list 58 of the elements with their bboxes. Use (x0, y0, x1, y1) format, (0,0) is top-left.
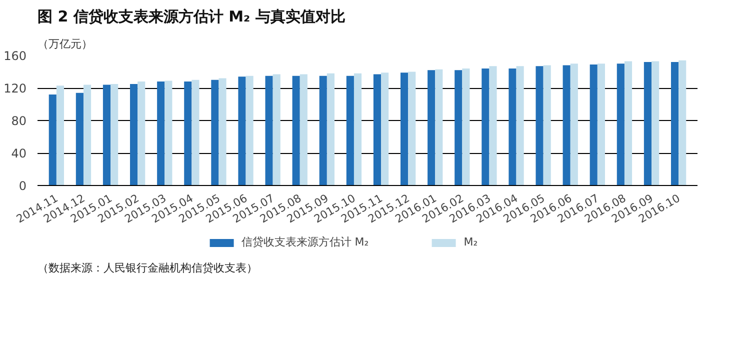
bar (597, 64, 605, 186)
bar (516, 66, 524, 186)
bar (652, 61, 660, 186)
bar (354, 73, 362, 186)
y-tick-label: 0 (18, 179, 27, 193)
bar (346, 76, 354, 186)
bar (300, 74, 308, 186)
bar (408, 72, 416, 186)
bar (56, 86, 64, 186)
bar (400, 72, 408, 186)
bar (373, 74, 382, 186)
bar (670, 62, 679, 186)
bar (624, 61, 632, 186)
bar (110, 84, 118, 186)
bar (319, 76, 327, 186)
bar (102, 84, 111, 186)
bar (211, 80, 219, 186)
y-tick-label: 80 (11, 114, 27, 128)
bar (454, 70, 462, 186)
bar (489, 66, 497, 186)
legend-label: 信贷收支表来源方估计 M₂ (241, 234, 369, 250)
y-tick-label: 160 (4, 49, 26, 63)
bar (570, 64, 578, 186)
bar (218, 78, 226, 186)
bar (536, 66, 544, 186)
bar (428, 70, 436, 186)
bar (83, 84, 92, 186)
bar (678, 60, 686, 186)
bar (265, 76, 273, 186)
bar (482, 68, 490, 186)
bar (435, 69, 443, 186)
bar (644, 62, 652, 186)
bar (590, 64, 598, 186)
text: （数据来源：人民银行金融机构信贷收支表） (38, 262, 258, 274)
bar (246, 76, 254, 186)
bar (130, 84, 138, 186)
y-tick-label: 40 (11, 146, 27, 160)
y-tick-label: 120 (4, 82, 26, 96)
bar (76, 92, 84, 186)
bar (184, 82, 192, 186)
bar (192, 80, 200, 186)
legend-label: M₂ (464, 236, 479, 248)
bar (238, 76, 246, 186)
bar (508, 68, 516, 186)
bar (292, 76, 300, 186)
bar (48, 94, 56, 186)
bar (462, 68, 470, 186)
y-axis-title: （万亿元） (38, 38, 92, 50)
bar (138, 82, 146, 186)
chart-title: 图 2 信贷收支表来源方估计 M₂ 与真实值对比 (38, 8, 346, 26)
bar (562, 65, 570, 186)
bar (272, 74, 280, 186)
bar (616, 64, 624, 186)
bar (164, 80, 172, 186)
bar (157, 82, 165, 186)
bar (381, 72, 389, 186)
bar (543, 65, 551, 186)
bar (326, 73, 334, 186)
